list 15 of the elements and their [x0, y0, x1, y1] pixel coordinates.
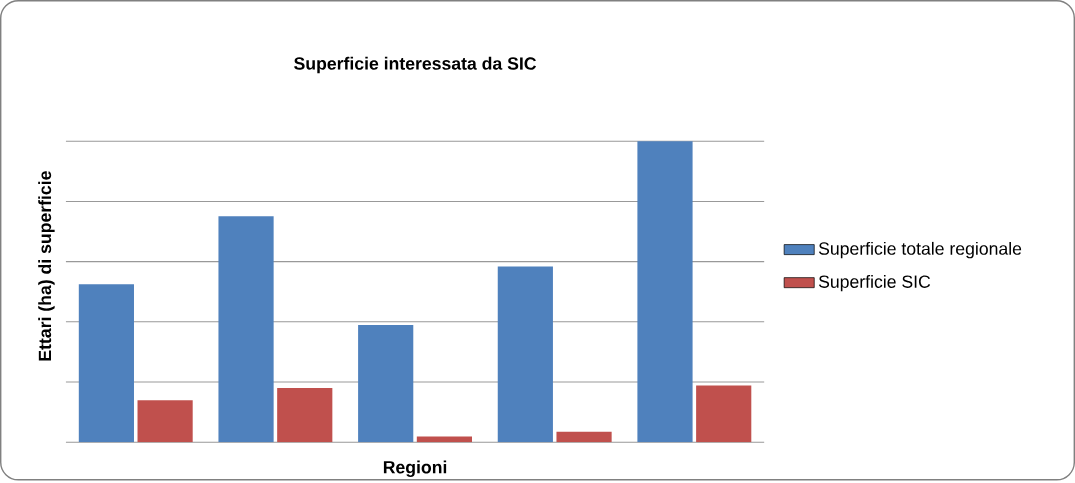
bar: [696, 385, 752, 443]
bar: [78, 284, 134, 443]
y-axis-title: Ettari (ha) di superficie: [38, 171, 55, 361]
chart-title: Superficie interessata da SIC: [294, 56, 537, 74]
bar: [277, 388, 333, 443]
bar: [137, 400, 193, 443]
x-axis-title: Regioni: [383, 460, 447, 478]
bar: [218, 216, 274, 443]
bar: [556, 431, 612, 443]
legend-label: Superficie totale regionale: [818, 241, 1022, 259]
bar: [358, 325, 414, 443]
bar: [637, 141, 693, 443]
bar: [497, 266, 553, 443]
legend-label: Superficie SIC: [818, 275, 931, 292]
bar: [416, 436, 472, 443]
